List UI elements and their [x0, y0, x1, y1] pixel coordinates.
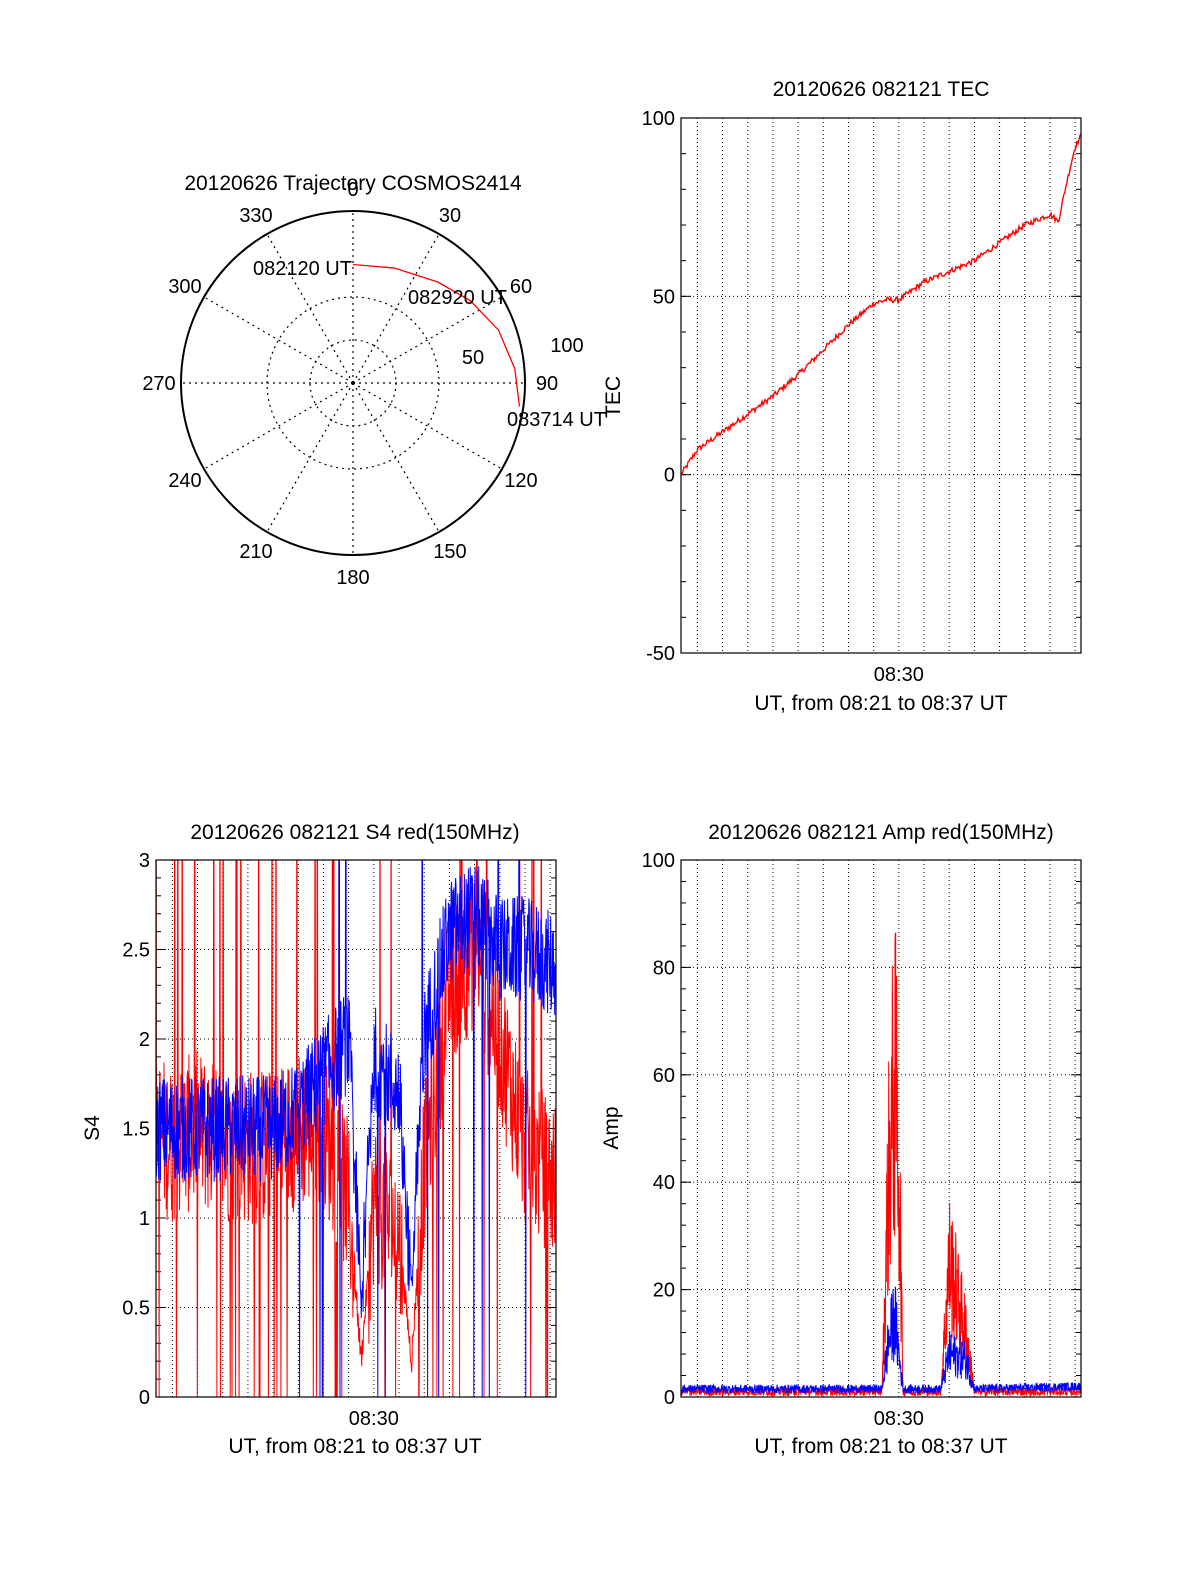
polar-angle-label: 120 [504, 470, 537, 492]
polar-outer-circle [180, 210, 526, 556]
ytick-label: 0 [664, 1387, 675, 1409]
s4-ylabel: S4 [81, 1115, 104, 1141]
ytick-label: 3 [139, 850, 150, 872]
time-label-end: 083714 UT [507, 409, 606, 431]
polar-spoke-120 [352, 382, 503, 470]
series-group [681, 932, 1081, 1397]
series-group [681, 133, 1081, 476]
polar-track [352, 263, 521, 407]
ytick-label: 100 [642, 108, 675, 130]
polar-radial-label-50: 50 [462, 347, 484, 369]
plot-frame [680, 859, 1082, 1398]
polar-angle-label: 270 [142, 373, 175, 395]
ytick-label: 1.5 [122, 1119, 150, 1141]
amp-ylabel: Amp [600, 1106, 623, 1149]
time-label-start: 082120 UT [253, 258, 352, 280]
polar-spoke-30 [352, 233, 440, 384]
ytick-label: -50 [646, 643, 675, 665]
polar-spoke-60 [352, 296, 503, 384]
polar-angle-labels: 0 30 60 90 120 150 180 210 240 270 300 330 [142, 179, 558, 589]
polar-spoke-210 [266, 382, 354, 533]
ytick-label: 50 [653, 286, 675, 308]
time-label-mid: 082920 UT [408, 287, 507, 309]
ytick-label: 0 [139, 1387, 150, 1409]
polar-angle-label: 330 [239, 205, 272, 227]
series-line-1 [156, 860, 556, 1397]
xtick-label: 08:30 [874, 664, 924, 686]
polar-trajectory-chart: 20120626 Trajectory COSMOS2414 0 30 60 90 12… [142, 172, 606, 589]
polar-angle-label: 240 [168, 470, 201, 492]
plot-frame [680, 117, 1082, 654]
polar-spoke-150 [352, 382, 440, 533]
polar-angle-label: 180 [336, 567, 369, 589]
polar-spoke-330 [266, 233, 354, 384]
polar-angle-label: 90 [536, 373, 558, 395]
plot-frame [155, 859, 557, 1398]
polar-radial-label-100: 100 [550, 335, 583, 357]
amp-title: 20120626 082121 Amp red(150MHz) [708, 821, 1054, 844]
amp-xlabel: UT, from 08:21 to 08:37 UT [754, 1435, 1007, 1458]
ytick-label: 2.5 [122, 940, 150, 962]
series-line-0 [681, 932, 1081, 1397]
ytick-label: 20 [653, 1280, 675, 1302]
ytick-label: 40 [653, 1172, 675, 1194]
ytick-label: 60 [653, 1065, 675, 1087]
tec-xlabel: UT, from 08:21 to 08:37 UT [754, 692, 1007, 715]
polar-angle-label: 30 [439, 205, 461, 227]
series-group [156, 860, 556, 1397]
ytick-label: 0 [664, 465, 675, 487]
polar-angle-label: 0 [347, 179, 358, 201]
ytick-label: 2 [139, 1029, 150, 1051]
ytick-label: 100 [642, 850, 675, 872]
amp-chart: 20120626 082121 Amp red(150MHz) Amp UT, … [600, 821, 1082, 1458]
polar-trajectory-line [352, 263, 521, 407]
tec-title: 20120626 082121 TEC [773, 78, 990, 101]
ytick-label: 80 [653, 957, 675, 979]
xtick-label: 08:30 [349, 1408, 399, 1430]
tec-chart: 20120626 082121 TEC TEC UT, from 08:21 t… [602, 78, 1082, 715]
series-line-0 [681, 133, 1081, 476]
polar-angle-label: 300 [168, 276, 201, 298]
xtick-label: 08:30 [874, 1408, 924, 1430]
polar-spoke-240 [203, 382, 354, 470]
polar-angle-label: 60 [510, 276, 532, 298]
ytick-label: 1 [139, 1208, 150, 1230]
s4-xlabel: UT, from 08:21 to 08:37 UT [228, 1435, 481, 1458]
ytick-label: 0.5 [122, 1298, 150, 1320]
s4-chart: 20120626 082121 S4 red(150MHz) S4 UT, fr… [81, 821, 557, 1458]
polar-angle-label: 150 [433, 541, 466, 563]
series-line-1 [681, 1286, 1081, 1396]
polar-spoke-300 [203, 296, 354, 384]
polar-title: 20120626 Trajectory COSMOS2414 [184, 172, 522, 195]
polar-angle-label: 210 [239, 541, 272, 563]
s4-title: 20120626 082121 S4 red(150MHz) [190, 821, 519, 844]
polar-grid [180, 210, 526, 556]
tec-ylabel: TEC [602, 376, 625, 418]
